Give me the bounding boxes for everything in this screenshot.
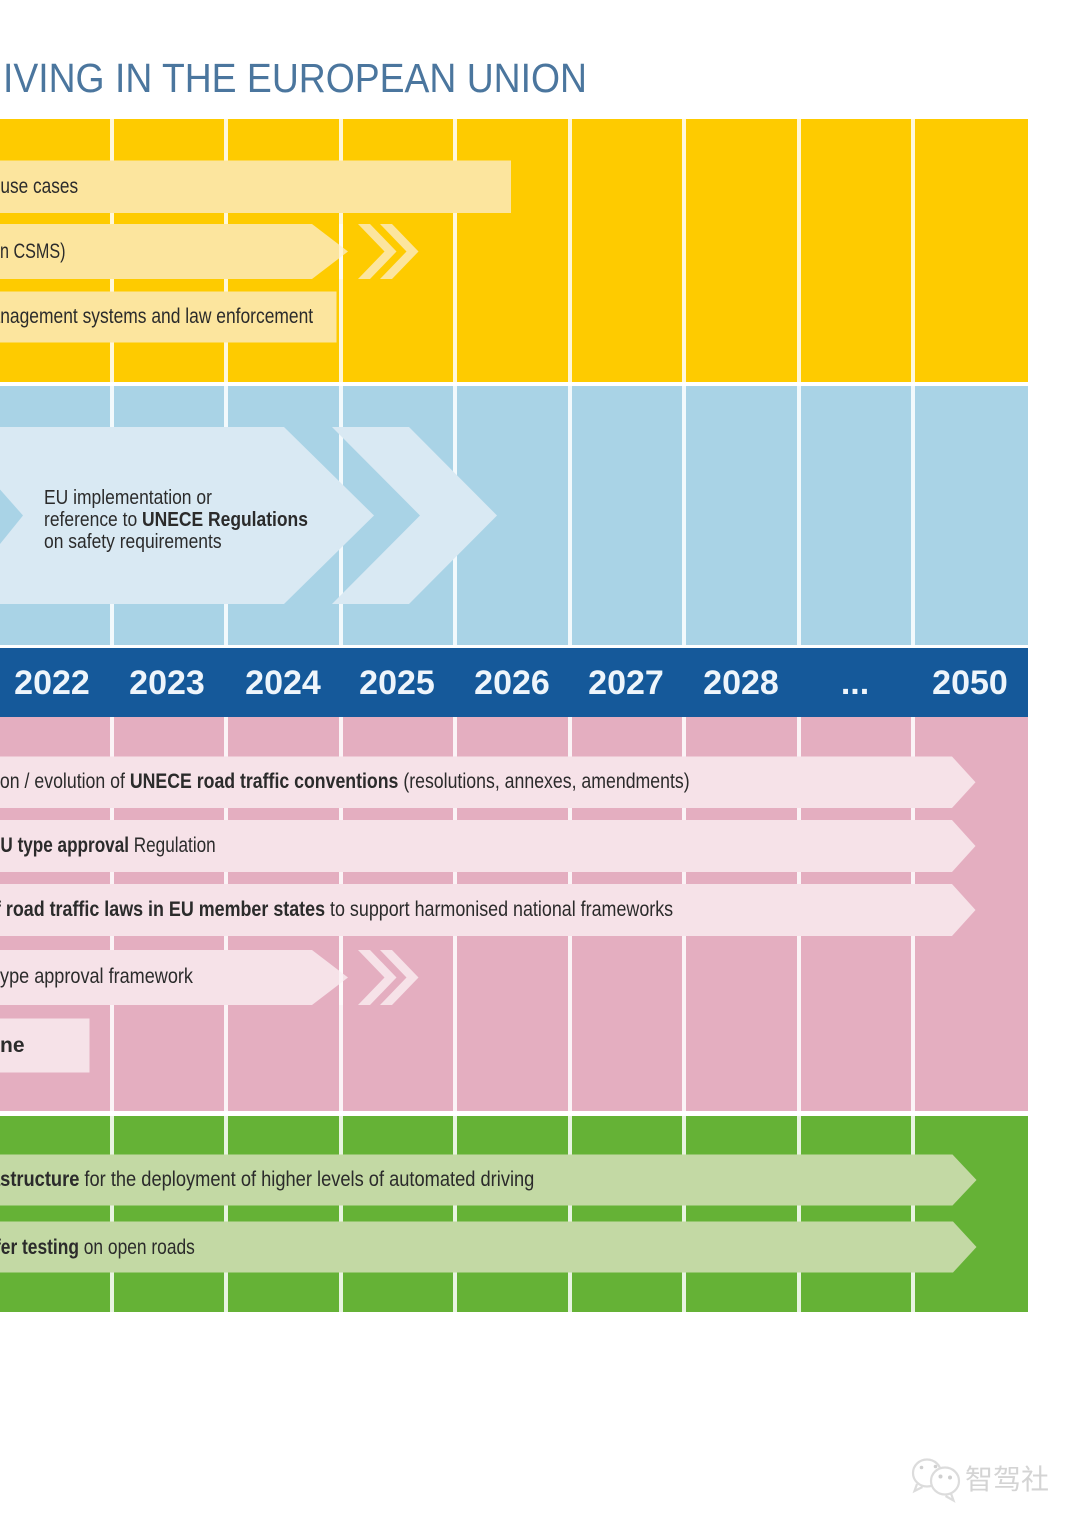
svg-text:智驾社: 智驾社 [965, 1464, 1049, 1495]
